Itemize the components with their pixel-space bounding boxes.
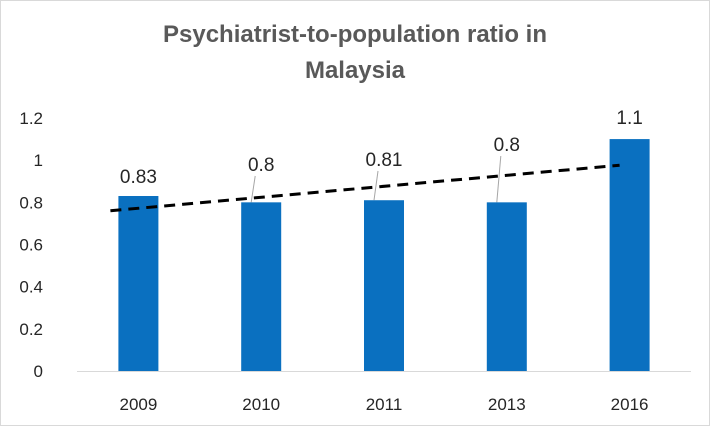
- x-tick-label: 2011: [366, 395, 403, 414]
- data-label-2009: 0.83: [120, 167, 157, 188]
- y-tick-label: 0.8: [19, 193, 43, 212]
- y-tick-label: 1.2: [19, 109, 43, 128]
- chart-title: Psychiatrist-to-population ratio in Mala…: [1, 17, 709, 89]
- bar-2016: [609, 139, 650, 371]
- bar-2009: [118, 196, 159, 371]
- y-tick-label: 0: [34, 362, 43, 381]
- x-tick-label: 2013: [488, 395, 526, 414]
- y-tick-label: 0.4: [19, 278, 43, 297]
- trendline: [110, 163, 620, 213]
- data-label-2011: 0.81: [366, 150, 403, 171]
- chart-title-line-1: Psychiatrist-to-population ratio in: [162, 21, 547, 48]
- x-axis: 2009 2010 2011 2013 2016: [119, 395, 648, 414]
- chart-title-line-2: Malaysia: [304, 57, 406, 84]
- x-tick-label: 2009: [119, 395, 157, 414]
- y-tick-label: 0.2: [19, 320, 43, 339]
- bars: [118, 139, 650, 371]
- bar-2010: [241, 202, 282, 371]
- data-label-2010: 0.8: [248, 155, 274, 176]
- x-tick-label: 2010: [242, 395, 280, 414]
- data-label-2013: 0.8: [494, 135, 520, 156]
- x-tick-label: 2016: [611, 395, 649, 414]
- bar-2011: [364, 200, 404, 371]
- y-tick-label: 0.6: [19, 236, 43, 255]
- data-labels: 0.83 0.8 0.81 0.8 1.1: [120, 108, 643, 188]
- bar-2013: [486, 202, 527, 371]
- y-axis: 0 0.2 0.4 0.6 0.8 1 1.2: [19, 109, 43, 381]
- leader-line: [250, 175, 256, 203]
- data-label-2016: 1.1: [616, 108, 642, 129]
- leader-line: [373, 170, 379, 201]
- y-tick-label: 1: [34, 151, 43, 170]
- leader-lines: [250, 155, 502, 203]
- leader-line: [496, 155, 502, 203]
